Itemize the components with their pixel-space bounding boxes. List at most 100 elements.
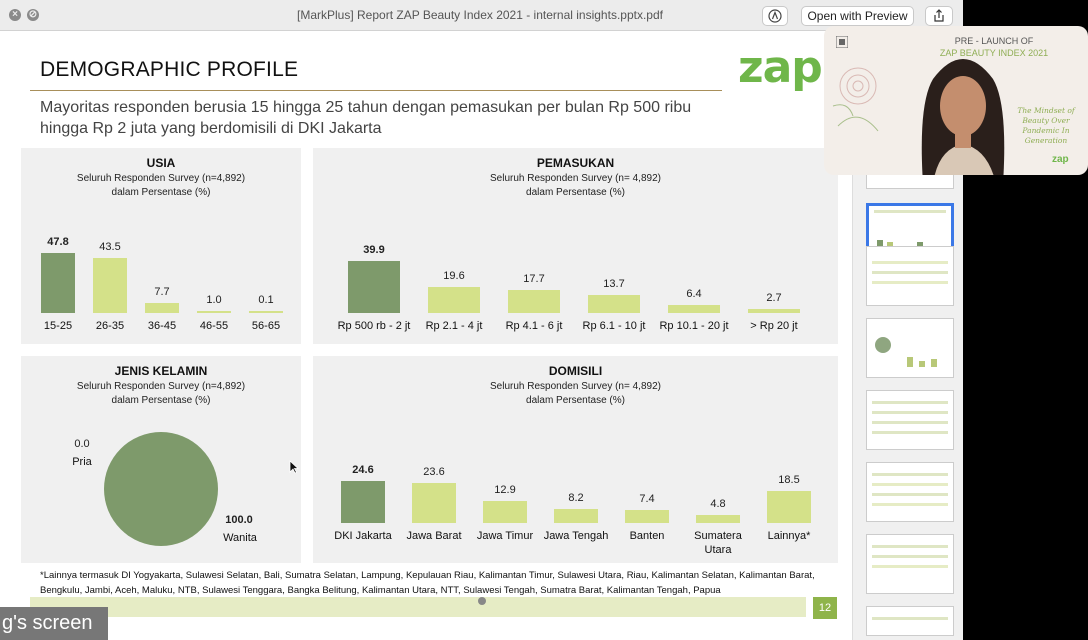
bar — [483, 500, 527, 523]
bar-value-label: 39.9 — [363, 244, 385, 256]
bar-value-label: 7.7 — [154, 286, 170, 299]
bar — [348, 261, 400, 313]
thumbnail[interactable] — [866, 606, 954, 636]
chart-subtitle: Seluruh Responden Survey (n= 4,892) — [490, 173, 661, 184]
bar-category-label: 36-45 — [147, 320, 177, 332]
jenis-kelamin-chart-panel: JENIS KELAMIN Seluruh Responden Survey (… — [21, 356, 301, 563]
window-titlebar: × ⊘ [MarkPlus] Report ZAP Beauty Index 2… — [0, 0, 963, 31]
slide-subtitle: Mayoritas responden berusia 15 hingga 25… — [40, 99, 692, 137]
bar-category-label: Rp 500 rb - 2 jt — [337, 320, 411, 332]
bar — [197, 311, 231, 313]
slide-footer-strip — [30, 597, 806, 617]
bar — [767, 491, 811, 523]
window-title: [MarkPlus] Report ZAP Beauty Index 2021 … — [297, 8, 663, 22]
pie-label-pria: Pria — [72, 456, 92, 468]
bar — [588, 295, 640, 313]
bar-value-label: 17.7 — [523, 272, 545, 285]
chart-title: USIA — [146, 156, 176, 170]
bar — [145, 303, 179, 313]
qr-icon — [836, 36, 848, 48]
chart-title: DOMISILI — [548, 364, 603, 378]
bar-value-label: 7.4 — [639, 493, 655, 506]
bar — [41, 253, 75, 313]
open-with-preview-button[interactable]: Open with Preview — [801, 6, 914, 26]
bar — [668, 304, 720, 313]
page-number: 12 — [813, 597, 837, 619]
bar-category-label: Sumatera Utara — [694, 530, 742, 556]
bar-category-label: Jawa Barat — [406, 530, 462, 542]
presenter-avatar — [921, 59, 1005, 175]
minimize-icon[interactable]: ⊘ — [27, 9, 39, 21]
bar-category-label: Rp 10.1 - 20 jt — [659, 320, 729, 332]
thumbnail[interactable] — [866, 462, 954, 522]
chart-subtitle: Seluruh Responden Survey (n=4,892) — [76, 381, 246, 392]
mouse-cursor-icon — [289, 460, 300, 477]
bar — [554, 509, 598, 523]
bar-category-label: DKI Jakarta — [334, 530, 392, 542]
bar-category-label: Rp 6.1 - 10 jt — [582, 320, 646, 332]
thumbnail[interactable] — [866, 175, 954, 189]
bar — [249, 311, 283, 313]
markup-pen-icon[interactable] — [762, 6, 788, 26]
bar-category-label: 56-65 — [251, 320, 281, 332]
zap-logo: zap — [738, 42, 823, 93]
bar — [341, 481, 385, 523]
bar-category-label: 26-35 — [95, 320, 125, 332]
thumbnail[interactable] — [866, 318, 954, 378]
chart-title: PEMASUKAN — [536, 156, 615, 170]
bar-category-label: > Rp 20 jt — [750, 320, 798, 332]
bar-category-label: Jawa Tengah — [543, 530, 609, 542]
bar — [412, 482, 456, 523]
chart-unit: dalam Persentase (%) — [111, 187, 211, 198]
bar — [508, 289, 560, 313]
pemasukan-chart-panel: PEMASUKAN Seluruh Responden Survey (n= 4… — [313, 148, 838, 344]
chart-title: JENIS KELAMIN — [114, 364, 208, 378]
bar-value-label: 19.6 — [443, 270, 465, 283]
bar-value-label: 18.5 — [778, 474, 800, 487]
bar — [428, 287, 480, 313]
bar-category-label: 46-55 — [199, 320, 229, 332]
bar-category-label: Rp 4.1 - 6 jt — [505, 320, 563, 332]
bar-value-label: 2.7 — [766, 292, 782, 305]
pie-label-wanita: Wanita — [223, 532, 257, 544]
title-divider — [30, 90, 722, 91]
thumbnail[interactable] — [866, 390, 954, 450]
chart-subtitle: Seluruh Responden Survey (n=4,892) — [76, 173, 246, 184]
video-script-text: The Mindset of Beauty Over Pandemic In G… — [1017, 106, 1075, 145]
bar — [93, 258, 127, 313]
floral-decoration-icon — [832, 67, 879, 132]
bar-category-label: Rp 2.1 - 4 jt — [425, 320, 483, 332]
bar-value-label: 43.5 — [99, 241, 121, 254]
thumbnail[interactable] — [866, 534, 954, 594]
bar-value-label: 12.9 — [494, 483, 516, 496]
bar — [696, 514, 740, 523]
bar-category-label: Banten — [629, 530, 665, 542]
thumbnail[interactable] — [866, 246, 954, 306]
pie-value-pria: 0.0 — [74, 438, 90, 450]
bar-value-label: 4.8 — [710, 497, 726, 510]
close-icon[interactable]: × — [9, 9, 21, 21]
video-header-line1: PRE - LAUNCH OF — [954, 36, 1034, 46]
chart-unit: dalam Persentase (%) — [111, 395, 211, 406]
bar-value-label: 6.4 — [686, 287, 702, 300]
domisili-chart-panel: DOMISILI Seluruh Responden Survey (n= 4,… — [313, 356, 838, 563]
video-header-line2: ZAP BEAUTY INDEX 2021 — [939, 48, 1049, 58]
screen-share-label: g's screen — [0, 607, 108, 640]
gender-pie — [104, 432, 218, 546]
share-icon[interactable] — [925, 6, 953, 26]
bar-value-label: 47.8 — [47, 236, 69, 248]
bar-value-label: 23.6 — [423, 465, 445, 478]
bar-value-label: 1.0 — [206, 294, 222, 306]
video-zap-logo: zap — [1052, 154, 1069, 165]
chart-subtitle: Seluruh Responden Survey (n= 4,892) — [490, 381, 661, 392]
bar-value-label: 24.6 — [352, 464, 374, 476]
usia-chart-panel: USIA Seluruh Responden Survey (n=4,892) … — [21, 148, 301, 344]
bar — [625, 510, 669, 523]
bar-value-label: 8.2 — [568, 492, 584, 504]
slide-title: DEMOGRAPHIC PROFILE — [40, 58, 299, 81]
page-indicator-dot — [478, 597, 486, 605]
bar-value-label: 13.7 — [603, 278, 625, 291]
video-header: PRE - LAUNCH OF ZAP BEAUTY INDEX 2021 — [919, 35, 1069, 59]
pie-slice-wanita — [104, 432, 218, 546]
bar-category-label: 15-25 — [43, 320, 73, 332]
